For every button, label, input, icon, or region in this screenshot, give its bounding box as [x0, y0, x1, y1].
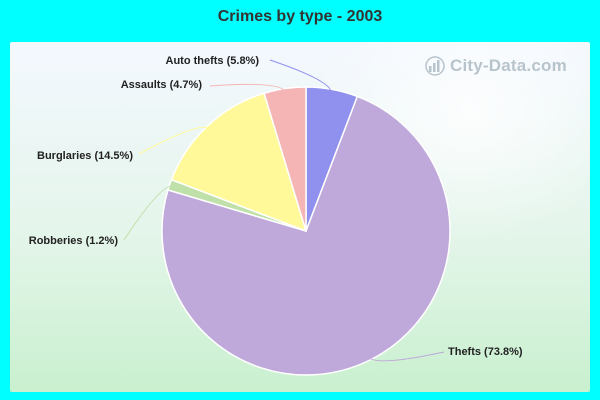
- slice-label-robberies: Robberies (1.2%): [29, 235, 119, 247]
- pie-slice-assaults: [263, 86, 307, 232]
- chart-title: Crimes by type - 2003: [217, 8, 383, 25]
- leader-line-thefts: [367, 351, 445, 362]
- slice-label-auto-thefts: Auto thefts (5.8%): [166, 55, 260, 67]
- watermark-text: City-Data.com: [450, 56, 567, 75]
- slice-label-assaults: Assaults (4.7%): [121, 79, 203, 91]
- leader-line-auto-thefts: [269, 59, 332, 94]
- leader-line-assaults: [209, 83, 286, 93]
- slice-label-thefts: Thefts (73.8%): [448, 346, 523, 358]
- pie-slice-burglaries: [170, 92, 308, 233]
- leader-line-robberies: [123, 185, 174, 241]
- slice-label-burglaries: Burglaries (14.5%): [37, 150, 133, 162]
- watermark: City-Data.com: [424, 56, 567, 76]
- pie-slice-thefts: [161, 95, 451, 376]
- city-data-logo-icon: [425, 56, 445, 76]
- leader-line-burglaries: [138, 126, 212, 155]
